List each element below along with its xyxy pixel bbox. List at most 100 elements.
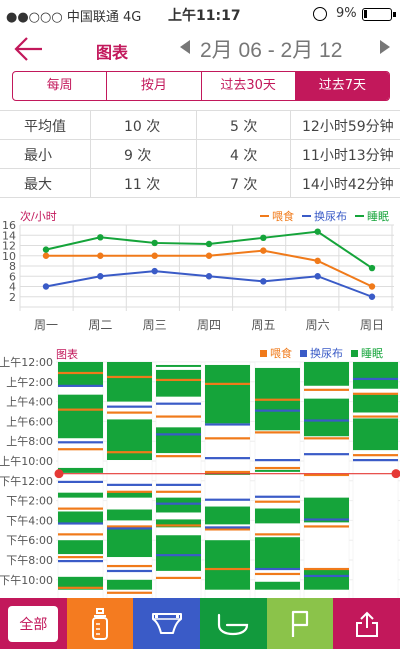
prev-range-icon[interactable] <box>178 38 192 56</box>
diaper-mark <box>58 384 103 387</box>
diaper-mark <box>304 574 349 578</box>
x-tick-label: 周日 <box>360 318 384 332</box>
diaper-mark <box>304 518 349 521</box>
time-label: 上午12:00 <box>0 356 53 369</box>
crib-icon <box>218 613 249 635</box>
tab-share[interactable] <box>333 598 400 649</box>
sleep-block <box>156 427 201 454</box>
flag-icon <box>291 610 309 637</box>
data-point <box>151 239 158 247</box>
time-label: 上午8:00 <box>6 435 53 448</box>
tab-sleep[interactable] <box>200 598 267 649</box>
back-arrow-icon[interactable] <box>14 36 44 62</box>
diaper-mark <box>107 405 152 408</box>
sleep-block <box>58 394 103 439</box>
feed-mark <box>58 586 103 589</box>
feed-mark <box>353 392 398 395</box>
diaper-mark <box>205 498 250 501</box>
data-point <box>97 234 104 241</box>
data-point <box>314 228 321 235</box>
sleep-block <box>255 537 300 570</box>
diaper-mark <box>255 495 300 498</box>
stats-row-max: 最大 11 次 7 次 14小时42分钟 <box>0 169 400 198</box>
sleep-block <box>107 579 152 590</box>
tab-all[interactable]: 全部 <box>0 598 67 649</box>
data-point <box>151 252 158 259</box>
stats-table: 平均值 10 次 5 次 12小时59分钟 最小 9 次 4 次 11小时13分… <box>0 110 400 200</box>
data-point <box>205 273 213 280</box>
feed-mark <box>107 591 152 594</box>
sleep-block <box>205 506 250 525</box>
time-label: 上午6:00 <box>6 415 53 428</box>
stat-sleep: 12小时59分钟 <box>302 119 394 135</box>
sleep-block <box>304 497 349 523</box>
now-marker-right <box>391 469 400 479</box>
diaper-mark <box>156 433 201 436</box>
diaper-icon <box>151 612 182 634</box>
diaper-mark <box>156 502 201 505</box>
sleep-block <box>353 418 398 451</box>
x-tick-label: 周一 <box>34 318 58 332</box>
diaper-mark <box>58 441 103 444</box>
feed-mark <box>107 490 152 493</box>
feed-mark <box>255 500 300 503</box>
divider <box>290 140 291 169</box>
sleep-block <box>107 362 152 402</box>
data-point <box>314 273 321 280</box>
diaper-mark <box>304 453 349 456</box>
stats-row-average: 平均值 10 次 5 次 12小时59分钟 <box>0 111 400 140</box>
sleep-block <box>156 519 201 528</box>
y-tick-label: 10 <box>2 250 16 263</box>
sleep-block <box>255 469 300 472</box>
stat-feed: 10 次 <box>124 119 161 135</box>
divider <box>196 111 197 140</box>
divider <box>90 140 91 169</box>
tab-milestone[interactable] <box>266 598 334 649</box>
data-point <box>205 252 213 259</box>
feed-mark <box>304 525 349 528</box>
tab-feeding[interactable] <box>66 598 134 649</box>
legend-sleep: 睡眠 <box>351 345 383 361</box>
sleep-block <box>58 492 103 498</box>
sleep-block <box>107 419 152 461</box>
sleep-block <box>353 394 398 413</box>
feed-mark <box>156 415 201 418</box>
tab-diaper[interactable] <box>133 598 201 649</box>
sleep-block <box>353 362 398 389</box>
next-range-icon[interactable] <box>378 38 392 56</box>
sleep-block <box>58 540 103 555</box>
stat-label: 最小 <box>24 148 52 164</box>
clock: 上午11:17 <box>168 8 241 24</box>
diaper-mark <box>107 527 152 530</box>
feed-mark <box>255 572 300 576</box>
line-chart-legend: 喂食 换尿布 睡眠 <box>252 208 389 224</box>
tab-weekly[interactable]: 每周 <box>13 72 108 100</box>
data-point <box>368 264 376 272</box>
feed-mark <box>304 473 349 477</box>
tab-all-label: 全部 <box>8 605 59 642</box>
nav-bar: 图表 2月 06 - 2月 12 <box>0 30 400 70</box>
diaper-mark <box>304 419 349 422</box>
daily-timeline-chart: 上午12:00 上午2:00 上午4:00 上午6:00 上午8:00 上午10:00 下午… <box>0 344 400 598</box>
battery-icon <box>362 8 392 21</box>
feed-mark <box>156 455 201 458</box>
feed-mark <box>255 431 300 434</box>
tab-past-7-days[interactable]: 过去7天 <box>295 72 389 100</box>
diaper-mark <box>58 480 103 483</box>
time-label: 上午2:00 <box>6 376 53 389</box>
data-point <box>205 240 213 248</box>
feed-mark <box>205 567 250 571</box>
x-tick-label: 周三 <box>143 318 167 332</box>
stat-feed: 11 次 <box>124 177 161 193</box>
bottle-icon <box>92 607 108 640</box>
diaper-mark <box>353 459 398 462</box>
stats-row-min: 最小 9 次 4 次 11小时13分钟 <box>0 140 400 169</box>
sleep-block <box>205 540 250 590</box>
feed-mark <box>156 378 201 382</box>
tab-monthly[interactable]: 按月 <box>107 72 202 100</box>
tab-past-30-days[interactable]: 过去30天 <box>202 72 296 100</box>
legend-diaper: 换尿布 <box>302 208 347 224</box>
diaper-mark <box>205 423 250 426</box>
stat-diaper: 7 次 <box>230 177 258 193</box>
